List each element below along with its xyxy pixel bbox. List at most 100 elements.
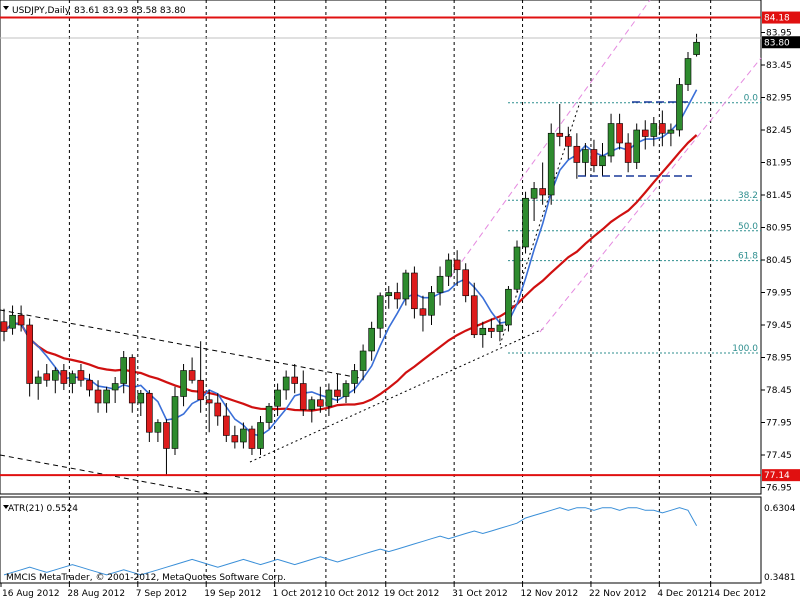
level-price-label: 77.14: [764, 471, 790, 481]
bear-candle: [419, 308, 427, 316]
bull-candle: [684, 58, 692, 85]
level-price-label: 84.18: [764, 14, 790, 24]
time-tick-label: 19 Oct 2012: [384, 589, 440, 599]
bear-candle: [223, 415, 230, 436]
bear-candle: [77, 370, 85, 381]
price-tick-label: 81.95: [766, 159, 792, 169]
bull-candle: [496, 324, 504, 332]
price-tick-label: 81.45: [766, 191, 792, 201]
bull-candle: [402, 272, 410, 300]
atr-line: [3, 507, 698, 576]
slow-moving-average: [3, 134, 698, 412]
bear-candle: [163, 422, 170, 449]
bear-candle: [188, 370, 196, 381]
atr-tick-low: 0.3481: [764, 573, 796, 583]
ohlc-label: 83.61 83.93 83.58 83.80: [74, 6, 186, 16]
symbol-label: USDJPY,Daily: [12, 6, 71, 16]
bull-candle: [513, 246, 521, 290]
price-tick-label: 77.45: [766, 451, 792, 461]
bull-candle: [650, 123, 658, 137]
candles: [0, 33, 700, 475]
time-tick-label: 1 Oct 2012: [273, 589, 323, 599]
bull-candle: [428, 292, 435, 316]
bull-candle: [505, 288, 512, 326]
fast-moving-average: [3, 89, 698, 437]
bear-candle: [60, 370, 68, 384]
bear-candle: [573, 145, 581, 163]
bull-candle: [599, 155, 606, 167]
time-tick-label: 16 Aug 2012: [2, 589, 60, 599]
price-tick-label: 79.95: [766, 289, 792, 299]
indicator-dropdown-icon[interactable]: [3, 505, 9, 509]
price-tick-label: 80.45: [766, 256, 792, 266]
level-price-tag: [762, 11, 800, 24]
bear-candle: [17, 314, 25, 326]
bull-candle: [693, 41, 700, 55]
bull-candle: [9, 314, 16, 329]
bull-candle: [274, 389, 281, 407]
bear-candle: [488, 327, 495, 332]
channel-lower: [539, 57, 762, 333]
bear-candle: [86, 379, 93, 391]
bull-candle: [51, 370, 59, 381]
bull-candle: [436, 275, 444, 293]
price-tick-label: 76.95: [766, 484, 792, 494]
level-price-tag: [762, 469, 800, 482]
time-tick-label: 31 Oct 2012: [452, 589, 508, 599]
price-tick-label: 79.45: [766, 321, 792, 331]
bull-candle: [171, 396, 179, 449]
price-tick-label: 83.45: [766, 61, 792, 71]
copyright-text: MMCIS MetaTrader, © 2001-2012, MetaQuote…: [6, 573, 286, 583]
price-tick-label: 80.95: [766, 224, 792, 234]
time-tick-label: 19 Sep 2012: [204, 589, 261, 599]
bear-candle: [205, 399, 213, 404]
fibo-level-label: 50.0: [738, 222, 758, 232]
time-tick-label: 12 Nov 2012: [521, 589, 579, 599]
bull-candle: [359, 350, 367, 371]
bear-candle: [411, 272, 418, 310]
vertical-gridlines: [68, 0, 712, 583]
bear-candle: [299, 383, 307, 410]
price-tick-label: 83.95: [766, 29, 792, 39]
bull-candle: [103, 389, 110, 404]
uptrend-line: [249, 327, 546, 463]
price-axis: 83.95 83.45 82.95 82.45 81.95 81.45 80.95 80.45…: [761, 29, 792, 494]
bear-candle: [539, 188, 546, 196]
bull-candle: [137, 392, 145, 404]
bear-candle: [197, 379, 204, 401]
bull-candle: [376, 295, 384, 329]
fibo-level-label: 100.0: [732, 344, 758, 354]
time-tick-label: 14 Dec 2012: [709, 589, 767, 599]
bull-candle: [34, 376, 42, 384]
bear-candle: [0, 321, 8, 332]
bear-candle: [616, 123, 623, 144]
dropdown-arrow-icon[interactable]: [3, 6, 9, 10]
time-tick-label: 10 Oct 2012: [324, 589, 380, 599]
time-tick-label: 7 Sep 2012: [136, 589, 187, 599]
bull-candle: [154, 422, 162, 433]
price-tick-label: 78.45: [766, 386, 792, 396]
atr-indicator: [3, 507, 698, 576]
bull-candle: [342, 383, 350, 397]
bull-candle: [240, 428, 247, 443]
bear-candle: [659, 123, 666, 134]
price-tick-label: 77.95: [766, 419, 792, 429]
moving-averages: [3, 89, 698, 437]
time-tick-label: 28 Aug 2012: [67, 589, 125, 599]
indicator-pane-frame: [0, 496, 762, 584]
bear-candle: [94, 389, 102, 404]
bull-candle: [308, 399, 316, 410]
bull-candle: [530, 188, 538, 199]
bear-candle: [624, 142, 632, 163]
fibo-level-label: 61.8: [738, 252, 758, 262]
bear-candle: [641, 129, 649, 137]
bull-candle: [351, 370, 358, 384]
price-tick-label: 78.95: [766, 354, 792, 364]
price-tick-label: 82.45: [766, 126, 792, 136]
bear-candle: [393, 292, 401, 300]
bear-candle: [231, 435, 239, 443]
bear-candle: [556, 132, 564, 137]
main-pane-frame: [0, 0, 762, 495]
